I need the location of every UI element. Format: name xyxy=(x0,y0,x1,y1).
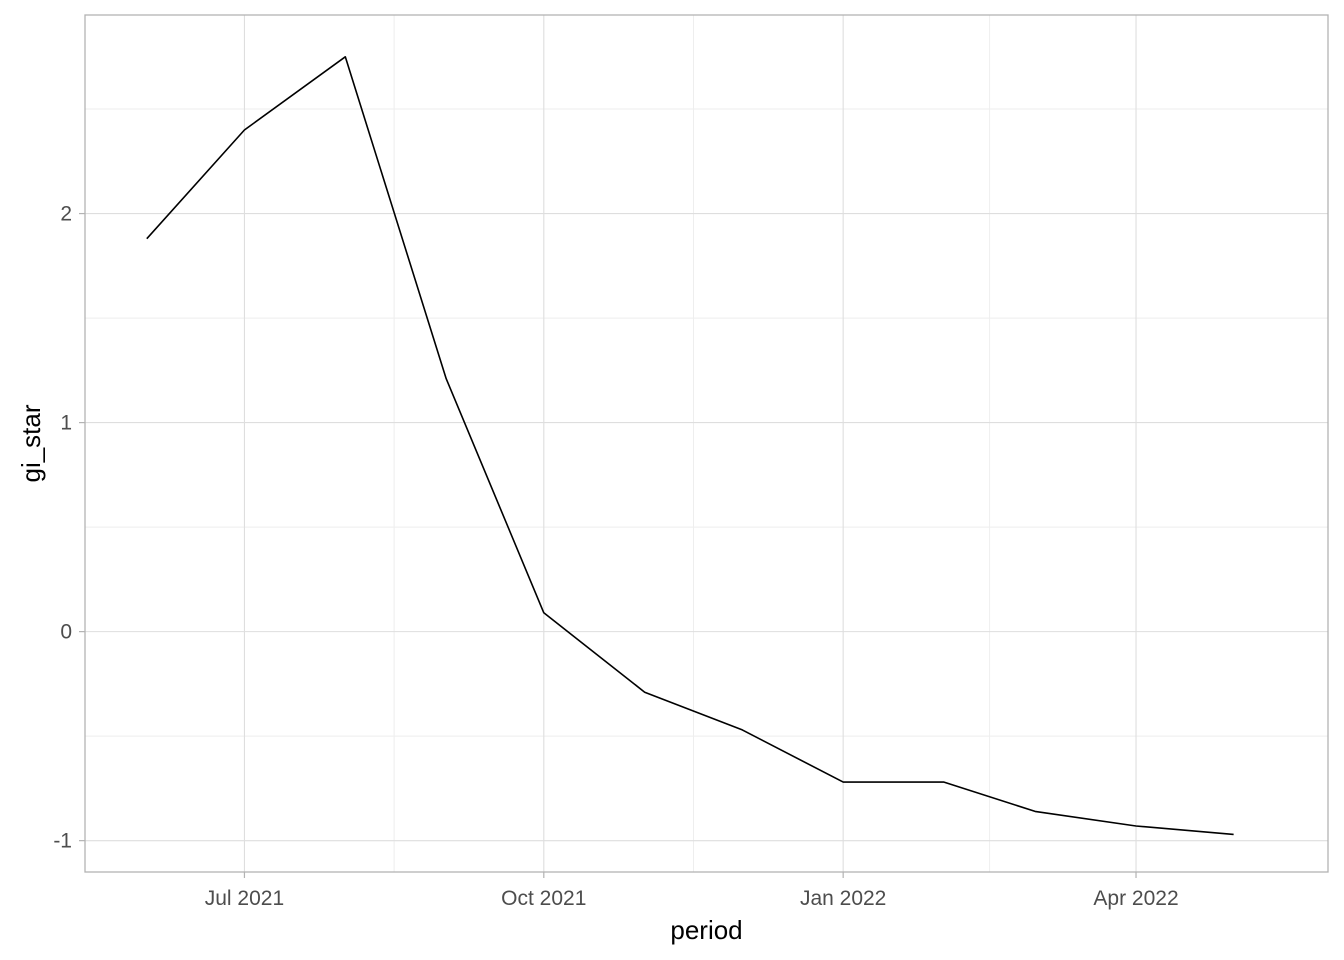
x-tick-label: Oct 2021 xyxy=(501,887,586,910)
y-tick-label: -1 xyxy=(53,830,72,853)
minor-gridlines xyxy=(85,15,1328,872)
x-tick-label: Apr 2022 xyxy=(1093,887,1178,910)
y-axis-ticks: -1 0 1 2 xyxy=(53,203,85,853)
x-tick-label: Jul 2021 xyxy=(205,887,284,910)
y-tick-label: 2 xyxy=(60,203,72,226)
series-line xyxy=(146,56,1234,836)
y-tick-label: 0 xyxy=(60,621,72,644)
x-axis-ticks: Jul 2021 Oct 2021 Jan 2022 Apr 2022 xyxy=(205,872,1179,910)
panel-border xyxy=(84,14,1329,873)
y-tick-label: 1 xyxy=(60,412,72,435)
x-tick-label: Jan 2022 xyxy=(800,887,886,910)
series-layer xyxy=(146,56,1234,836)
x-axis-title: period xyxy=(670,915,742,945)
major-gridlines xyxy=(85,15,1328,872)
y-axis-title: gi_star xyxy=(16,404,46,482)
